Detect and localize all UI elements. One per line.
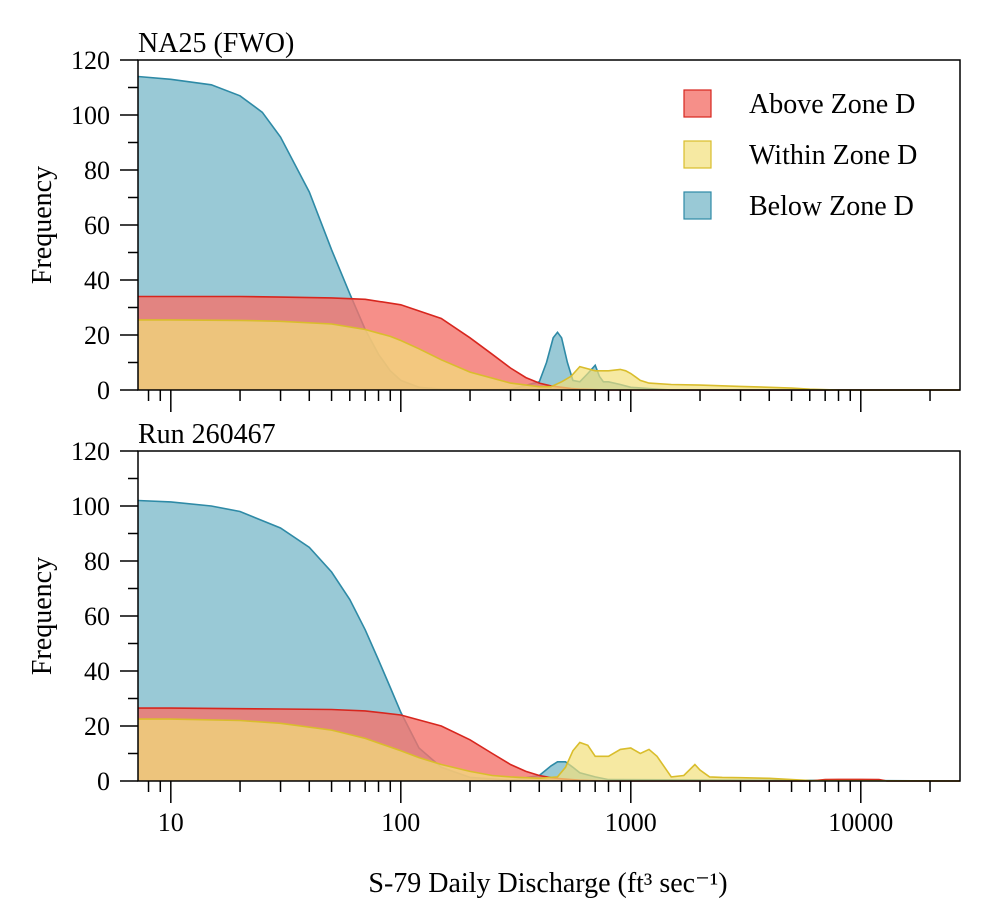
y-tick-label: 80 xyxy=(84,547,110,576)
y-tick-label: 40 xyxy=(84,266,110,295)
legend-swatch-within xyxy=(683,140,712,169)
y-tick-label: 100 xyxy=(71,492,110,521)
y-tick-label: 0 xyxy=(97,376,110,405)
series-line-above xyxy=(138,707,960,782)
y-tick-label: 0 xyxy=(97,767,110,796)
y-axis-label: Frequency xyxy=(27,166,58,284)
x-tick-label: 100 xyxy=(381,808,420,837)
panel-top: 0 20 40 60 80 100 120 NA25 (FWO) Frequency xyxy=(27,28,961,412)
y-axis-label: Frequency xyxy=(27,557,58,675)
panel-bottom: 0 20 40 60 80 100 120 Run 260467 Frequency 10 100 1… xyxy=(27,419,961,837)
series-line-within xyxy=(138,319,960,391)
y-tick-label: 20 xyxy=(84,321,110,350)
legend: Above Zone D Within Zone D Below Zone D xyxy=(683,89,917,222)
panel-title: NA25 (FWO) xyxy=(138,28,294,59)
y-tick-label: 40 xyxy=(84,657,110,686)
y-tick-label: 100 xyxy=(71,101,110,130)
y-tick-label: 120 xyxy=(71,46,110,75)
legend-label-above: Above Zone D xyxy=(749,89,915,120)
y-tick-label: 120 xyxy=(71,437,110,466)
legend-label-within: Within Zone D xyxy=(749,140,917,171)
x-tick-label: 10000 xyxy=(828,808,893,837)
y-tick-label: 60 xyxy=(84,211,110,240)
x-tick-label: 1000 xyxy=(605,808,657,837)
y-tick-label: 60 xyxy=(84,602,110,631)
series-line-within xyxy=(138,718,961,782)
series-area-within xyxy=(138,719,960,781)
y-tick-label: 20 xyxy=(84,712,110,741)
x-tick-label: 10 xyxy=(158,808,184,837)
panel-title: Run 260467 xyxy=(138,419,276,450)
x-axis-label: S-79 Daily Discharge (ft³ sec⁻¹) xyxy=(368,868,727,899)
legend-swatch-below xyxy=(683,191,712,220)
legend-label-below: Below Zone D xyxy=(749,191,914,222)
legend-swatch-above xyxy=(683,89,712,118)
series-area-within xyxy=(138,319,960,390)
y-tick-label: 80 xyxy=(84,156,110,185)
